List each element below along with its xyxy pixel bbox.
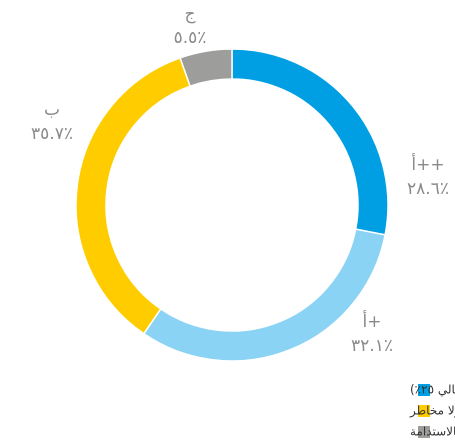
segment-value-label: ٣٥.٧٪ (31, 124, 73, 144)
segment-category: ج (185, 4, 196, 24)
donut-segment (142, 228, 386, 362)
legend-label: مزايا قوية للاستدامة (أ++ و أ+، بإجمالي … (410, 382, 455, 398)
legend-swatch (418, 426, 430, 438)
segment-value-label: ٢٨.٦٪ (407, 179, 449, 199)
segment-value-label: ٣٢.١٪ (351, 336, 393, 356)
donut-segment (75, 56, 192, 335)
segment-category: أ++ (411, 153, 444, 175)
legend-label: متوسطة، لا تتضمن مزايا الاستدامة ولا مخا… (409, 404, 455, 419)
legend-label: تحديات مرتبطة بالاستدامة (410, 425, 455, 440)
segment-value-label: ٥.٥٪ (174, 28, 207, 48)
legend-swatch (418, 405, 430, 417)
donut-segment (179, 48, 233, 88)
donut-segment (231, 48, 389, 236)
segment-category: أ+ (363, 310, 382, 332)
segment-category: ب (44, 100, 60, 120)
legend-swatch (418, 384, 430, 396)
